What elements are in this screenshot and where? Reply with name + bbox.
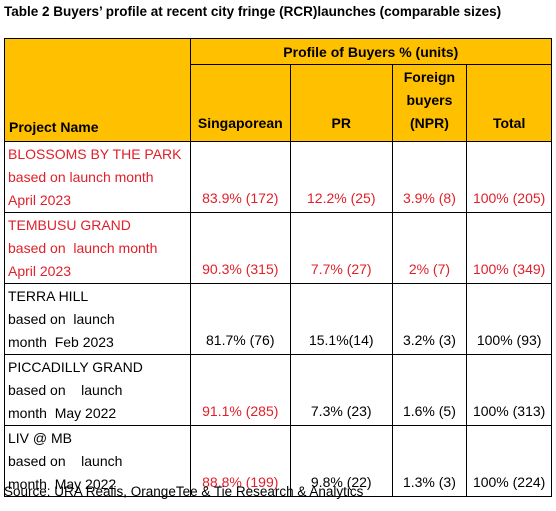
text-line: LIV @ MB bbox=[8, 430, 73, 446]
text-line: Singaporean bbox=[197, 115, 283, 131]
text-line: based on launch bbox=[8, 382, 123, 398]
text-line: BLOSSOMS BY THE PARK bbox=[8, 146, 182, 162]
value-cell: 91.1% (285) bbox=[189, 354, 291, 426]
header-cell: Singaporean bbox=[189, 64, 291, 142]
value-cell: 3.9% (8) bbox=[391, 141, 468, 213]
text-line: April 2023 bbox=[8, 192, 72, 208]
group-header: Profile of Buyers % (units) bbox=[189, 38, 553, 65]
value-cell: 1.3% (3) bbox=[391, 425, 468, 497]
value-cell: 100% (205) bbox=[466, 141, 552, 213]
data-row: BLOSSOMS BY THE PARK based on launch mont… bbox=[4, 141, 552, 213]
buyers-table: Project Name Profile of Buyers % (units) S… bbox=[4, 38, 553, 497]
text-line: TEMBUSU GRAND bbox=[8, 217, 131, 233]
value-cell: 81.7% (76) bbox=[189, 283, 291, 355]
column-header-row: Singaporean PR Foreign buyers (NPR) Total bbox=[5, 64, 552, 142]
text-line: based on launch bbox=[8, 311, 115, 327]
value-cell: 3.2% (3) bbox=[391, 283, 468, 355]
data-row: TEMBUSU GRAND based on launch month April … bbox=[4, 212, 552, 284]
text-line: based on launch bbox=[8, 453, 123, 469]
value-cell: 100% (349) bbox=[466, 212, 552, 284]
header-cell: Foreign buyers (NPR) bbox=[391, 64, 468, 142]
value-cell: 7.7% (27) bbox=[289, 212, 393, 284]
text-line: PR bbox=[331, 115, 351, 131]
header-cell: Total bbox=[466, 64, 552, 142]
value-cell: 88.8% (199) bbox=[189, 425, 291, 497]
value-cell: 83.9% (172) bbox=[189, 141, 291, 213]
project-name: PICCADILLY GRAND based on launch month May… bbox=[4, 354, 191, 426]
text-line: buyers bbox=[406, 92, 453, 108]
data-row: LIV @ MB based on launch month May 2022 88.… bbox=[4, 425, 552, 497]
value-cell: 12.2% (25) bbox=[289, 141, 393, 213]
value-cell: 15.1%(14) bbox=[289, 283, 393, 355]
text-line: based on launch month bbox=[8, 169, 154, 185]
text-line: PICCADILLY GRAND bbox=[8, 359, 143, 375]
value-cell: 100% (313) bbox=[466, 354, 552, 426]
text-line: April 2023 bbox=[8, 263, 72, 279]
text-line: Total bbox=[492, 115, 526, 131]
data-row: TERRA HILL based on launch month Feb 2023 8… bbox=[4, 283, 552, 355]
text-line: Project Name bbox=[9, 119, 99, 135]
project-name: TEMBUSU GRAND based on launch month April … bbox=[4, 212, 191, 284]
value-cell: 100% (224) bbox=[466, 425, 552, 497]
value-cell: 100% (93) bbox=[466, 283, 552, 355]
table-body: Project Name Profile of Buyers % (units) S… bbox=[4, 38, 553, 497]
header-cell: Project Name bbox=[4, 38, 191, 142]
value-cell: 1.6% (5) bbox=[391, 354, 468, 426]
text-line: (NPR) bbox=[409, 115, 449, 131]
project-name: BLOSSOMS BY THE PARK based on launch mont… bbox=[4, 141, 191, 213]
table-title: Table 2 Buyers’ profile at recent city f… bbox=[4, 4, 502, 19]
text-line: month May 2022 bbox=[8, 405, 117, 421]
project-name: LIV @ MB based on launch month May 2022 bbox=[4, 425, 191, 497]
value-cell: 2% (7) bbox=[391, 212, 468, 284]
project-name: TERRA HILL based on launch month Feb 2023 bbox=[4, 283, 191, 355]
header-cell: PR bbox=[289, 64, 393, 142]
value-cell: 90.3% (315) bbox=[189, 212, 291, 284]
value-cell: 9.8% (22) bbox=[289, 425, 393, 497]
source-note: Source: URA Realis, OrangeTee & Tie Rese… bbox=[4, 484, 364, 499]
value-cell: 7.3% (23) bbox=[289, 354, 393, 426]
text-line: month May 2022 bbox=[8, 476, 117, 492]
group-header-row: Project Name Profile of Buyers % (units) bbox=[4, 38, 553, 142]
data-row: PICCADILLY GRAND based on launch month May… bbox=[4, 354, 552, 426]
text-line: based on launch month bbox=[8, 240, 158, 256]
text-line: TERRA HILL bbox=[8, 288, 89, 304]
text-line: month Feb 2023 bbox=[8, 334, 114, 350]
text-line: Foreign bbox=[403, 69, 456, 85]
